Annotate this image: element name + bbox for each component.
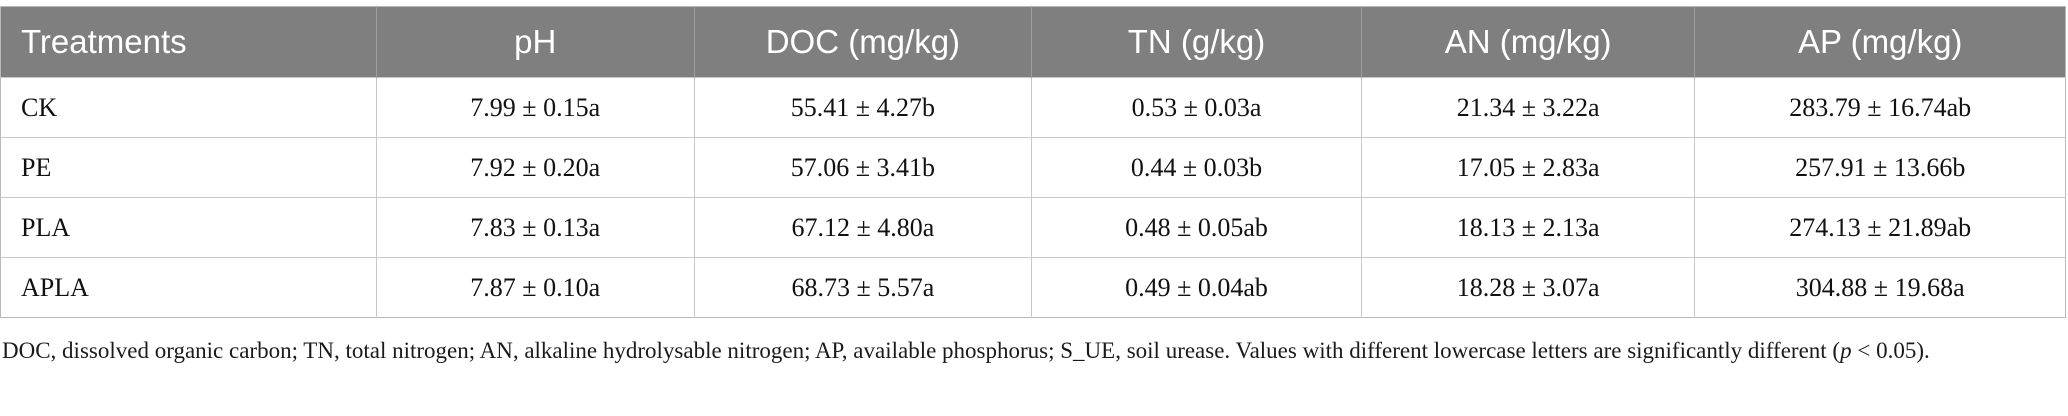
cell-ap: 274.13 ± 21.89ab bbox=[1694, 197, 2066, 258]
cell-tn: 0.48 ± 0.05ab bbox=[1031, 197, 1362, 258]
cell-doc: 55.41 ± 4.27b bbox=[694, 77, 1033, 138]
cell-ph: 7.87 ± 0.10a bbox=[376, 257, 695, 318]
cell-ph: 7.83 ± 0.13a bbox=[376, 197, 695, 258]
header-ph: pH bbox=[376, 6, 695, 78]
cell-ph: 7.99 ± 0.15a bbox=[376, 77, 695, 138]
header-treatments: Treatments bbox=[0, 6, 377, 78]
cell-an: 18.28 ± 3.07a bbox=[1361, 257, 1696, 318]
header-tn: TN (g/kg) bbox=[1031, 6, 1362, 78]
header-an: AN (mg/kg) bbox=[1361, 6, 1696, 78]
cell-treatment: PE bbox=[0, 137, 377, 198]
cell-treatment: CK bbox=[0, 77, 377, 138]
cell-an: 18.13 ± 2.13a bbox=[1361, 197, 1696, 258]
cell-tn: 0.49 ± 0.04ab bbox=[1031, 257, 1362, 318]
table-row: PE 7.92 ± 0.20a 57.06 ± 3.41b 0.44 ± 0.0… bbox=[0, 137, 2066, 198]
table-row: APLA 7.87 ± 0.10a 68.73 ± 5.57a 0.49 ± 0… bbox=[0, 257, 2066, 318]
table-row: PLA 7.83 ± 0.13a 67.12 ± 4.80a 0.48 ± 0.… bbox=[0, 197, 2066, 258]
cell-doc: 57.06 ± 3.41b bbox=[694, 137, 1033, 198]
footnote-tail: < 0.05). bbox=[1851, 338, 1930, 363]
cell-tn: 0.53 ± 0.03a bbox=[1031, 77, 1362, 138]
cell-tn: 0.44 ± 0.03b bbox=[1031, 137, 1362, 198]
soil-properties-table: Treatments pH DOC (mg/kg) TN (g/kg) AN (… bbox=[0, 6, 2066, 318]
table-row: CK 7.99 ± 0.15a 55.41 ± 4.27b 0.53 ± 0.0… bbox=[0, 77, 2066, 138]
footnote-text: DOC, dissolved organic carbon; TN, total… bbox=[2, 338, 1841, 363]
cell-an: 21.34 ± 3.22a bbox=[1361, 77, 1696, 138]
table-footnote: DOC, dissolved organic carbon; TN, total… bbox=[2, 334, 2042, 367]
cell-treatment: PLA bbox=[0, 197, 377, 258]
table-header-row: Treatments pH DOC (mg/kg) TN (g/kg) AN (… bbox=[0, 6, 2066, 78]
cell-ap: 257.91 ± 13.66b bbox=[1694, 137, 2066, 198]
cell-ph: 7.92 ± 0.20a bbox=[376, 137, 695, 198]
data-table-container: Treatments pH DOC (mg/kg) TN (g/kg) AN (… bbox=[0, 6, 2068, 318]
cell-ap: 283.79 ± 16.74ab bbox=[1694, 77, 2066, 138]
cell-ap: 304.88 ± 19.68a bbox=[1694, 257, 2066, 318]
cell-an: 17.05 ± 2.83a bbox=[1361, 137, 1696, 198]
cell-doc: 68.73 ± 5.57a bbox=[694, 257, 1033, 318]
cell-doc: 67.12 ± 4.80a bbox=[694, 197, 1033, 258]
header-ap: AP (mg/kg) bbox=[1694, 6, 2066, 78]
footnote-p-symbol: p bbox=[1840, 338, 1852, 363]
cell-treatment: APLA bbox=[0, 257, 377, 318]
header-doc: DOC (mg/kg) bbox=[694, 6, 1033, 78]
